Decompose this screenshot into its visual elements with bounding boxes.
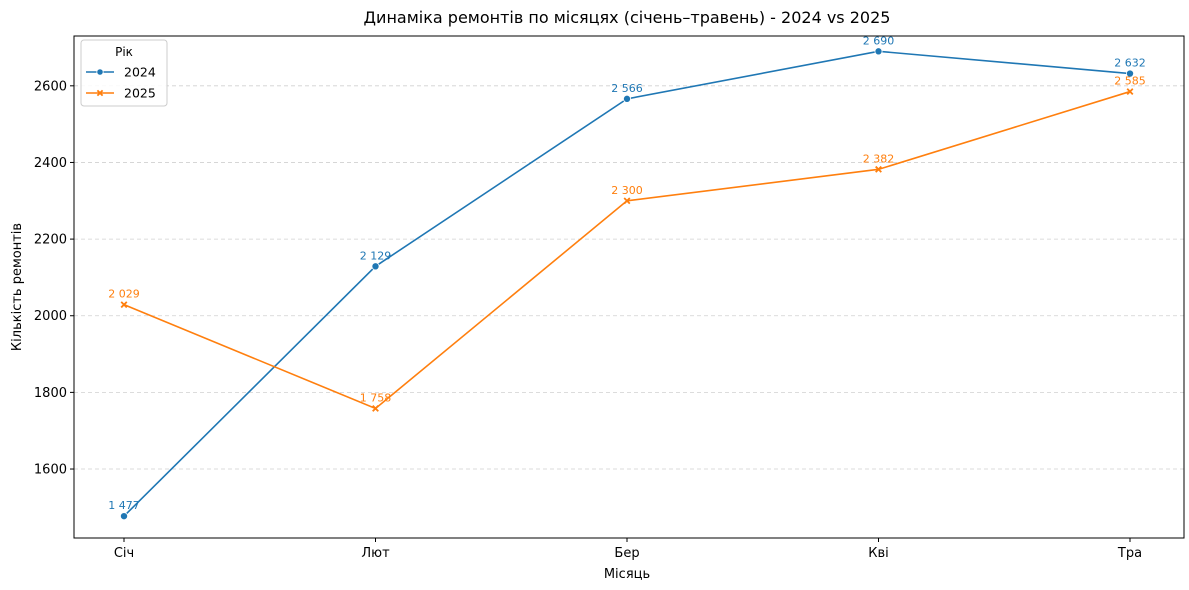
- data-label: 2 029: [108, 288, 140, 301]
- data-label: 1 477: [108, 499, 140, 512]
- series-group: [120, 47, 1135, 521]
- y-tick-label: 2600: [34, 79, 67, 94]
- data-label: 2 585: [1114, 75, 1146, 88]
- data-point: [96, 89, 104, 97]
- data-point: [372, 405, 379, 412]
- data-label: 1 758: [360, 391, 392, 404]
- data-point: [874, 47, 883, 56]
- series-2024: [120, 47, 1135, 521]
- plot-frame: [73, 35, 1185, 539]
- y-tick-label: 2400: [34, 156, 67, 171]
- legend: Рік 2024 2025: [80, 39, 168, 107]
- series-line: [123, 90, 1131, 410]
- legend-item: 2025: [86, 86, 156, 101]
- y-tick-label: 2000: [34, 309, 67, 324]
- series-2025: [120, 88, 1134, 412]
- legend-items: 2024 2025: [86, 65, 156, 101]
- x-tick-label: Січ: [114, 546, 134, 561]
- data-label: 2 566: [611, 82, 643, 95]
- x-axis-label: Місяць: [604, 567, 650, 582]
- y-axis-label: Кількість ремонтів: [10, 223, 25, 351]
- data-label: 2 632: [1114, 57, 1146, 70]
- y-tick-label: 1600: [34, 463, 67, 478]
- data-point: [623, 94, 632, 103]
- data-label: 2 382: [863, 152, 895, 165]
- data-point: [623, 197, 631, 205]
- legend-box: [80, 39, 168, 107]
- y-tick-label: 1800: [34, 386, 67, 401]
- legend-item: 2024: [86, 65, 156, 80]
- data-point: [1126, 88, 1134, 96]
- data-point: [371, 262, 380, 271]
- data-point: [120, 301, 128, 309]
- legend-label: 2025: [124, 86, 156, 101]
- grid-lines: [74, 85, 1184, 470]
- x-axis-ticks: Січ Лют Бер Кві Тра: [114, 538, 1142, 561]
- data-point: [1126, 69, 1135, 78]
- series-line: [123, 50, 1131, 517]
- data-label: 2 300: [611, 184, 643, 197]
- chart-title: Динаміка ремонтів по місяцях (січень–тра…: [364, 8, 891, 27]
- y-tick-label: 2200: [34, 233, 67, 248]
- x-tick-label: Тра: [1117, 546, 1142, 561]
- data-point: [96, 68, 104, 76]
- data-point: [875, 165, 882, 173]
- x-tick-label: Кві: [868, 546, 889, 561]
- x-tick-label: Лют: [361, 546, 390, 561]
- data-label: 2 690: [863, 34, 895, 47]
- data-label: 2 129: [360, 249, 392, 262]
- legend-label: 2024: [124, 65, 156, 80]
- data-point: [120, 512, 129, 521]
- y-axis-ticks: 1600 1800 2000 2200 2400 2600: [34, 79, 74, 478]
- legend-title: Рік: [115, 45, 133, 59]
- data-labels: 1 477 2 129 2 566 2 690 2 632 2 029 1 758 2 300…: [108, 34, 1146, 512]
- x-tick-label: Бер: [614, 546, 639, 561]
